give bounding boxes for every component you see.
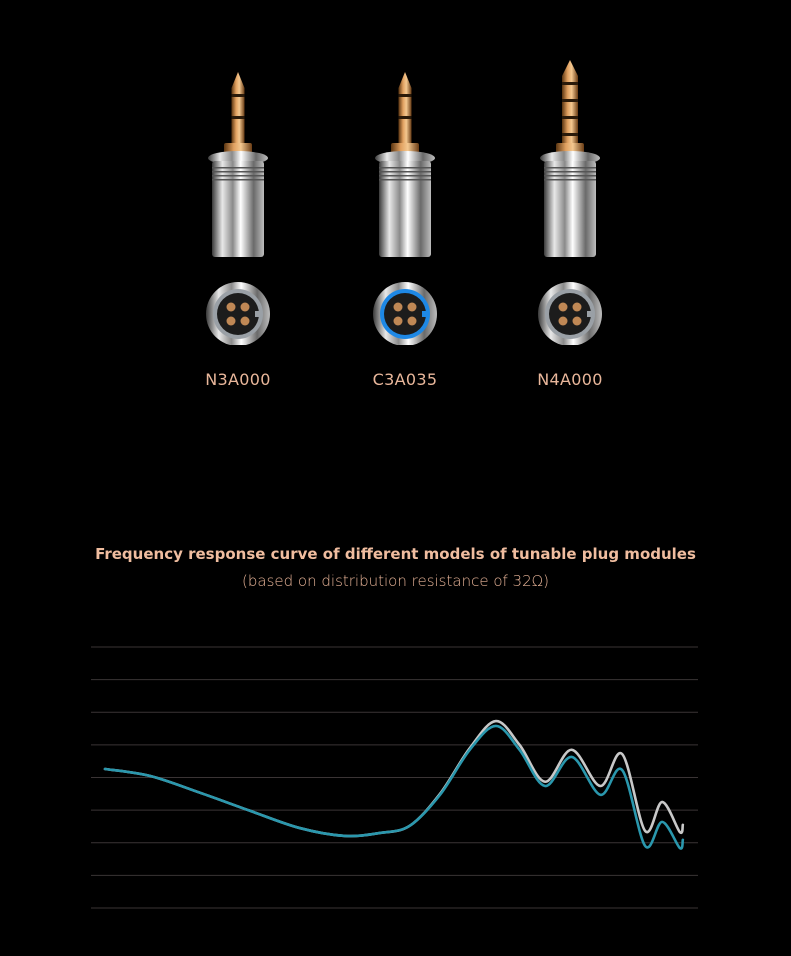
plug-collar — [391, 143, 419, 153]
plug-thread — [212, 179, 264, 181]
plug-thread — [544, 179, 596, 181]
plug-thread — [544, 167, 596, 169]
plug-c3a035-image — [373, 72, 437, 345]
plug-tip — [562, 60, 578, 76]
plug-shaft — [231, 88, 245, 161]
chart-subtitle: (based on distribution resistance of 32Ω… — [242, 572, 549, 590]
plug-barrel — [379, 161, 431, 257]
connector-pin — [393, 316, 403, 326]
plug-insulator-ring — [562, 82, 578, 85]
connector-key — [255, 311, 262, 317]
response-curve-2 — [103, 724, 685, 850]
plug-insulator-ring — [231, 94, 245, 97]
connector-face — [384, 293, 426, 335]
connector-pin — [240, 302, 250, 312]
module-label: N3A000 — [205, 370, 271, 389]
plug-collar — [224, 143, 252, 153]
module-label: C3A035 — [372, 370, 438, 389]
plug-tip — [231, 72, 245, 88]
plug-thread — [379, 179, 431, 181]
response-curve-1 — [103, 719, 685, 838]
plug-thread — [212, 175, 264, 177]
plug-n3a000-image — [206, 72, 270, 345]
plug-thread — [544, 175, 596, 177]
chart-title: Frequency response curve of different mo… — [95, 545, 696, 563]
plug-insulator-ring — [231, 116, 245, 119]
plug-insulator-ring — [398, 116, 412, 119]
connector-pin — [558, 302, 568, 312]
connector-pin — [572, 302, 582, 312]
plug-thread — [379, 167, 431, 169]
connector-pin — [572, 316, 582, 326]
frequency-response-chart — [91, 646, 698, 909]
plug-insulator-ring — [562, 116, 578, 119]
connector-key — [587, 311, 594, 317]
plug-insulator-ring — [562, 99, 578, 102]
connector-pin — [407, 316, 417, 326]
connector-pin — [240, 316, 250, 326]
plug-n4a000-image — [538, 60, 602, 345]
plug-thread — [212, 167, 264, 169]
plug-insulator-ring — [562, 133, 578, 136]
connector-pin — [226, 316, 236, 326]
module-label: N4A000 — [537, 370, 603, 389]
connector-pin — [407, 302, 417, 312]
plug-collar — [556, 143, 584, 153]
connector-face — [549, 293, 591, 335]
connector-pin — [226, 302, 236, 312]
connector-pin — [558, 316, 568, 326]
plug-barrel — [212, 161, 264, 257]
plug-tip — [398, 72, 412, 88]
connector-key — [422, 311, 429, 317]
plug-insulator-ring — [398, 94, 412, 97]
plug-thread — [544, 171, 596, 173]
plug-thread — [379, 175, 431, 177]
plug-shaft — [398, 88, 412, 161]
plug-barrel — [544, 161, 596, 257]
plug-thread — [379, 171, 431, 173]
connector-pin — [393, 302, 403, 312]
plug-thread — [212, 171, 264, 173]
connector-face — [217, 293, 259, 335]
